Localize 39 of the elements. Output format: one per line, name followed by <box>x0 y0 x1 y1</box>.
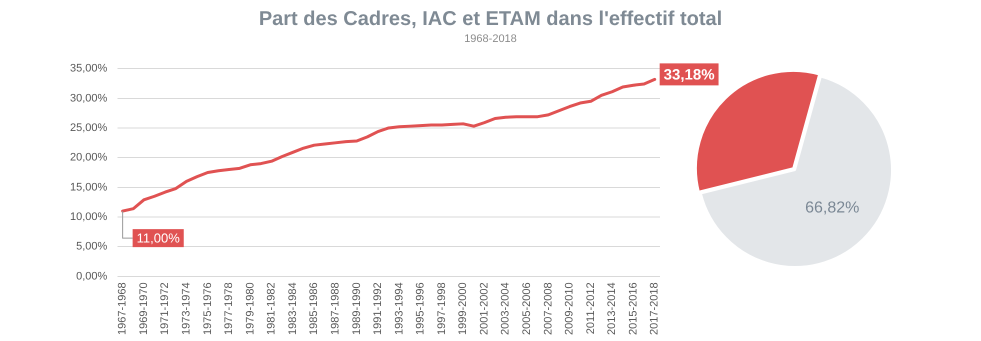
y-tick-label: 5,00% <box>76 240 108 253</box>
y-tick-label: 10,00% <box>70 211 108 224</box>
y-tick-label: 0,00% <box>76 270 108 282</box>
x-tick-label: 1979-1980 <box>244 282 256 336</box>
y-tick-label: 15,00% <box>70 181 108 194</box>
x-tick-label: 1967-1968 <box>116 282 129 336</box>
x-tick-label: 1983-1984 <box>286 282 299 336</box>
data-label: 33,18% <box>664 66 715 84</box>
x-tick-label: 1977-1978 <box>223 282 236 336</box>
chart-subtitle: 1968-2018 <box>463 33 518 45</box>
x-tick-label: 1995-1996 <box>414 282 427 336</box>
x-tick-label: 1989-1990 <box>350 282 363 336</box>
x-tick-label: 2005-2006 <box>521 282 534 336</box>
x-tick-label: 2001-2002 <box>478 282 490 336</box>
x-tick-label: 1973-1974 <box>180 282 193 336</box>
x-tick-label: 2017-2018 <box>648 282 661 336</box>
x-tick-label: 1971-1972 <box>159 282 172 336</box>
data-label: 66,82% <box>805 200 860 217</box>
x-tick-label: 1975-1976 <box>202 282 214 336</box>
y-tick-label: 25,00% <box>70 122 108 134</box>
data-label: 11,00% <box>136 230 180 246</box>
x-tick-label: 2009-2010 <box>564 282 576 336</box>
x-tick-label: 1985-1986 <box>308 282 320 336</box>
x-tick-label: 1993-1994 <box>393 282 406 336</box>
x-tick-label: 1999-2000 <box>457 282 470 336</box>
x-tick-label: 2003-2004 <box>500 282 512 336</box>
x-tick-label: 2007-2008 <box>542 282 554 336</box>
x-tick-label: 1997-1998 <box>436 282 448 336</box>
x-tick-label: 2011-2012 <box>584 282 597 334</box>
x-tick-label: 1981-1982 <box>266 282 278 336</box>
y-tick-label: 35,00% <box>70 62 108 75</box>
x-tick-label: 1969-1970 <box>138 282 150 336</box>
x-tick-label: 2013-2014 <box>606 282 618 336</box>
y-tick-label: 20,00% <box>70 152 108 164</box>
x-tick-label: 1987-1988 <box>329 282 342 336</box>
x-tick-label: 2015-2016 <box>627 282 640 336</box>
y-tick-label: 30,00% <box>70 92 108 104</box>
x-tick-label: 1991-1992 <box>372 282 384 336</box>
chart-title: Part des Cadres, IAC et ETAM dans l'effectif total <box>258 8 724 31</box>
